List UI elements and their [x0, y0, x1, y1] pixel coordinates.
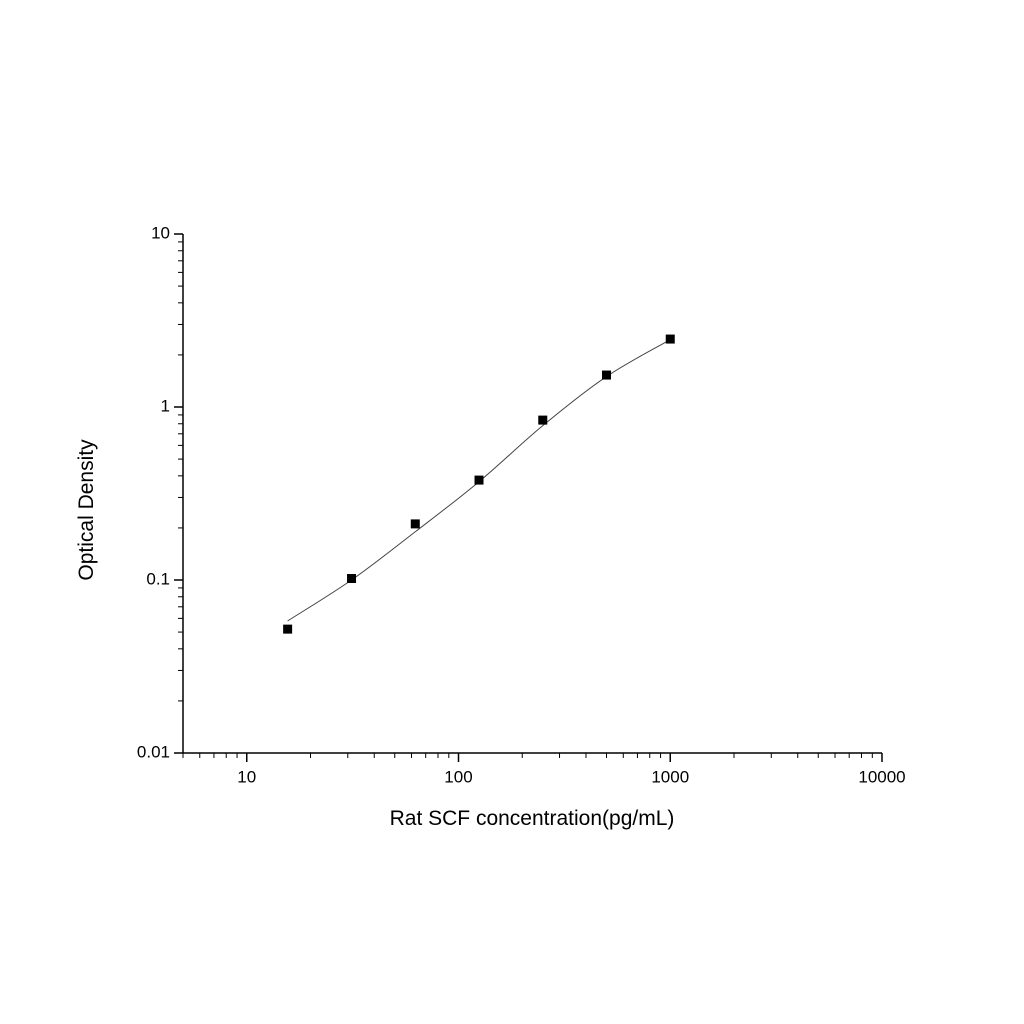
x-tick-label: 10: [237, 767, 256, 786]
x-tick-label: 10000: [858, 767, 905, 786]
y-tick-label: 0.01: [137, 742, 170, 761]
x-tick-label: 1000: [651, 767, 689, 786]
data-point: [283, 624, 293, 634]
x-axis-label: Rat SCF concentration(pg/mL): [390, 807, 675, 830]
x-tick-label: 100: [444, 767, 472, 786]
data-point: [410, 519, 420, 529]
data-point: [538, 415, 548, 425]
data-point: [474, 475, 484, 485]
y-axis-label: Optical Density: [75, 439, 98, 581]
y-tick-label: 1: [161, 396, 170, 415]
y-tick-label: 0.1: [146, 569, 170, 588]
data-point: [347, 574, 357, 584]
data-point: [665, 334, 675, 344]
y-tick-label: 10: [151, 223, 170, 242]
data-point: [602, 370, 612, 380]
